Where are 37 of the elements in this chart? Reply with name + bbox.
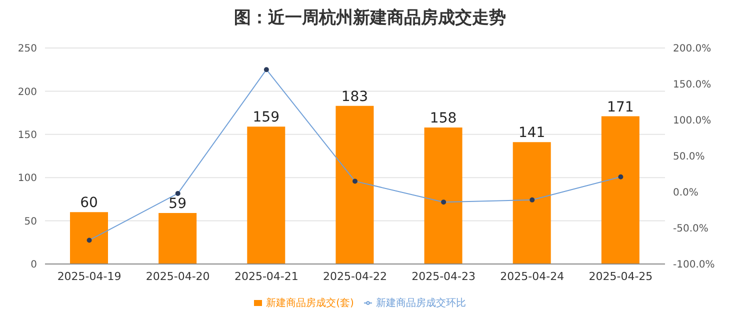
y2-tick-label: 0.0% — [673, 188, 698, 199]
x-tick-label: 2025-04-24 — [500, 270, 564, 283]
bar — [601, 116, 640, 264]
y2-tick-label: -50.0% — [673, 224, 708, 235]
data-label: 183 — [341, 88, 368, 105]
y-tick-label: 0 — [30, 260, 37, 271]
y-tick-label: 100 — [18, 173, 37, 184]
y-tick-label: 200 — [18, 86, 37, 98]
y-tick-label: 50 — [24, 216, 37, 228]
y2-tick-label: 50.0% — [673, 152, 705, 163]
bar — [424, 127, 462, 264]
data-label: 59 — [168, 196, 186, 212]
bar — [247, 126, 286, 264]
bar — [70, 212, 108, 264]
y-tick-label: 150 — [18, 130, 37, 141]
x-tick-label: 2025-04-25 — [588, 270, 653, 283]
y2-tick-label: 200.0% — [673, 44, 712, 55]
bar — [158, 213, 197, 264]
y-tick-label: 250 — [18, 44, 37, 55]
y2-tick-label: 150.0% — [673, 80, 712, 91]
data-label: 141 — [518, 125, 546, 142]
chart-title: 图：近一周杭州新建商品房成交走势 — [233, 7, 507, 29]
bar — [512, 142, 551, 264]
x-tick-label: 2025-04-23 — [412, 270, 476, 283]
data-label: 60 — [80, 195, 98, 212]
data-label: 171 — [607, 99, 634, 116]
y2-tick-label: -100.0% — [673, 260, 715, 271]
y2-tick-label: 100.0% — [673, 116, 712, 127]
x-tick-label: 2025-04-22 — [323, 270, 387, 283]
data-label: 158 — [430, 110, 457, 126]
bar — [336, 106, 374, 264]
legend-label: 新建商品房成交环比 — [376, 298, 466, 309]
x-tick-label: 2025-04-21 — [234, 270, 298, 283]
x-tick-label: 2025-04-19 — [57, 270, 122, 283]
x-tick-label: 2025-04-20 — [146, 270, 210, 283]
legend-label: 新建商品房成交(套) — [266, 298, 354, 309]
data-label: 159 — [252, 110, 280, 126]
